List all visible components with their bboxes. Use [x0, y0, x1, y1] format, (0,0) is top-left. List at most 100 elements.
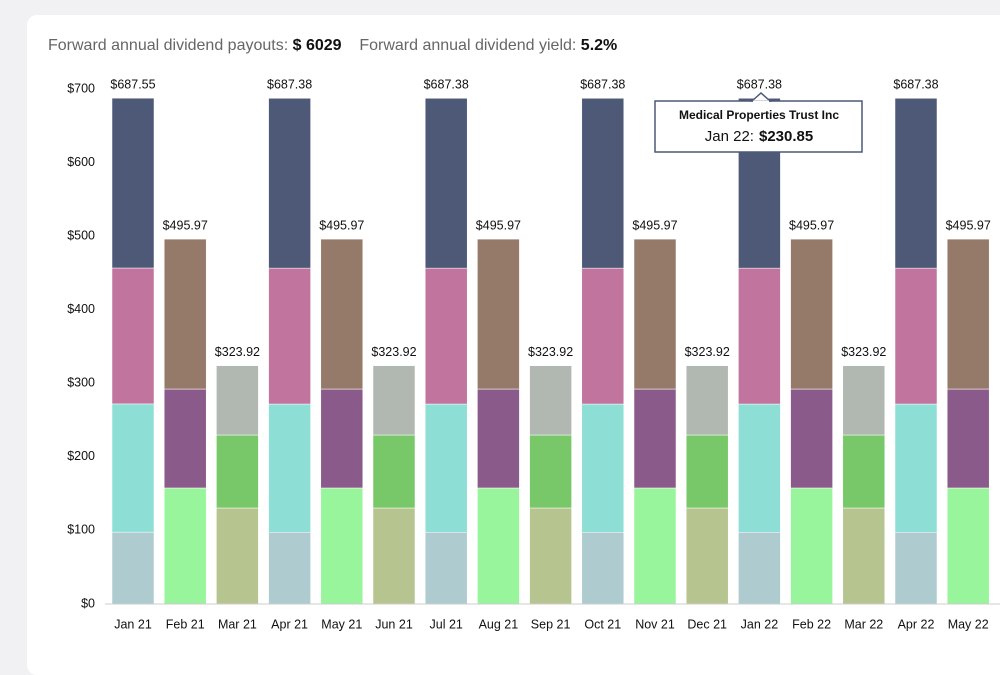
x-tick-label: May 21: [321, 617, 362, 631]
bar-segment: [581, 403, 625, 533]
total-label: $687.38: [267, 78, 312, 92]
total-label: $323.92: [371, 345, 416, 359]
total-label: $495.97: [163, 218, 208, 232]
x-tick-label: Jan 22: [741, 617, 779, 631]
total-label: $495.97: [789, 218, 834, 232]
bar-segment: [372, 507, 416, 605]
x-tick-label: Sep 21: [531, 617, 571, 631]
bar-segment: [320, 238, 364, 390]
bar-segment: [320, 487, 364, 605]
y-tick-label: $100: [67, 523, 95, 537]
bar-segment: [842, 507, 886, 605]
bar-segment: [424, 267, 468, 405]
bar-segment: [581, 267, 625, 405]
total-label: $323.92: [841, 345, 886, 359]
yield-value: 5.2%: [580, 37, 618, 54]
bar-segment: [111, 97, 155, 269]
total-label: $495.97: [632, 218, 677, 232]
bar-segment: [424, 403, 468, 533]
total-label: $687.38: [893, 78, 938, 92]
header: Forward annual dividend payouts: $ 6029 …: [48, 37, 617, 55]
x-tick-label: May 22: [948, 617, 989, 631]
x-tick-label: Mar 21: [218, 617, 257, 631]
bar-segment: [633, 238, 677, 390]
tooltip-label: Jan 22:: [705, 128, 754, 145]
y-tick-label: $500: [67, 228, 95, 242]
x-tick-label: Jun 21: [375, 617, 413, 631]
total-label: $323.92: [528, 345, 573, 359]
bar-segment: [842, 365, 886, 436]
bar-segment: [424, 532, 468, 605]
chart: $0 $100 $200 $300 $400 $500 $600 $700 $687.55 Jan…: [67, 77, 1000, 631]
bar-segment: [685, 507, 729, 605]
x-tick-label: Jan 21: [114, 617, 152, 631]
bar-segment: [894, 532, 938, 605]
bar-segment: [268, 267, 311, 405]
bar-segment: [738, 403, 781, 533]
bar-segment: [529, 434, 572, 509]
bar-segment: [477, 388, 520, 489]
bar-segment: [111, 267, 155, 405]
tooltip-title: Medical Properties Trust Inc: [679, 108, 839, 122]
bar-segment: [320, 388, 364, 489]
bar-segment: [894, 403, 938, 533]
x-tick-label: Apr 22: [898, 617, 935, 631]
bar-segment: [529, 365, 572, 436]
total-label: $687.38: [424, 78, 469, 92]
bar-segment: [163, 487, 207, 605]
y-tick-label: $200: [67, 449, 95, 463]
tooltip-box: [654, 100, 863, 153]
bar-segment: [946, 238, 990, 390]
bar-segment: [216, 365, 259, 436]
bar-segment: [790, 238, 833, 390]
x-tick-label: Aug 21: [479, 617, 519, 631]
bar-segment: [790, 487, 833, 605]
bar-segment: [894, 267, 938, 405]
x-tick-label: Dec 21: [687, 617, 727, 631]
total-label: $687.55: [110, 77, 155, 91]
page: Forward annual dividend payouts: $ 6029 …: [27, 15, 1000, 675]
y-tick-label: $700: [67, 81, 95, 95]
x-tick-label: Feb 21: [166, 617, 205, 631]
bar-segment: [163, 388, 207, 489]
payouts-label: Forward annual dividend payouts:: [48, 37, 289, 54]
bar-segment: [790, 388, 833, 489]
bar-segment: [633, 487, 677, 605]
bar-segment: [268, 98, 311, 269]
y-tick-label: $300: [67, 376, 95, 390]
bar-segment: [946, 487, 990, 605]
bar-segment: [529, 507, 572, 605]
bar-segment: [894, 98, 938, 269]
payouts-value: $ 6029: [292, 37, 342, 54]
bar-segment: [372, 434, 416, 509]
bar-segment: [842, 434, 886, 509]
total-label: $495.97: [319, 218, 364, 232]
total-label: $495.97: [476, 218, 521, 232]
x-tick-label: Jul 21: [430, 617, 463, 631]
total-label: $323.92: [685, 345, 730, 359]
x-tick-label: Apr 21: [271, 617, 308, 631]
bar-segment: [111, 531, 155, 605]
y-tick-label: $400: [67, 302, 95, 316]
bar-segment: [163, 238, 207, 390]
bar-segment: [268, 532, 311, 605]
bar-segment: [477, 238, 520, 390]
bar-segment: [581, 532, 625, 605]
bar-segment: [424, 98, 468, 269]
bar-segment: [111, 403, 155, 533]
yield-label: Forward annual dividend yield:: [359, 37, 577, 54]
bar-segment: [477, 487, 520, 605]
x-tick-label: Oct 21: [584, 617, 621, 631]
tooltip-line: Jan 22: $230.85: [705, 128, 813, 145]
bar-segment: [633, 388, 677, 489]
total-label: $323.92: [215, 345, 260, 359]
bar-segment: [738, 267, 781, 405]
tooltip-value: $230.85: [759, 128, 813, 145]
bar-segment: [372, 365, 416, 436]
x-tick-label: Feb 22: [792, 617, 831, 631]
bar-segment: [685, 434, 729, 509]
tooltip-pointer: [750, 91, 772, 102]
total-label: $495.97: [946, 218, 991, 232]
bar-segment: [216, 434, 259, 509]
tooltip: Medical Properties Trust Inc Jan 22: $230.…: [654, 91, 863, 153]
